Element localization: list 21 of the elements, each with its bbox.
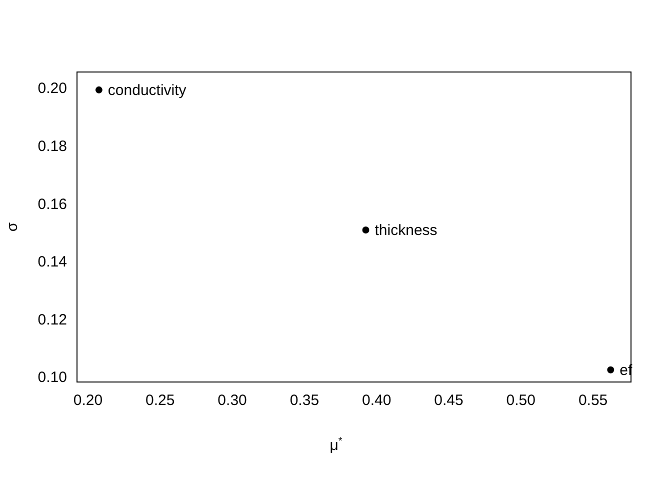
- annotation: thickness: [374, 222, 438, 240]
- y-tick-label: 0.20: [38, 80, 67, 98]
- x-tick-label: 0.40: [362, 392, 392, 410]
- y-tick-label: 0.16: [38, 196, 67, 213]
- x-axis-title: μ$^{*}$: [328, 436, 344, 454]
- x-tick-label: 0.30: [218, 392, 247, 410]
- x-tick-label: 0.55: [578, 392, 608, 410]
- point: [607, 366, 614, 374]
- y-tick-label: 0.14: [38, 254, 67, 271]
- point: [95, 86, 102, 94]
- x-tick-label: 0.35: [290, 392, 320, 410]
- y-axis-title: σ: [4, 222, 22, 232]
- y-tick-label: 0.18: [38, 138, 67, 155]
- x-tick-label: 0.45: [434, 392, 464, 410]
- point: [362, 226, 370, 234]
- y-tick-label: 0.10: [38, 369, 67, 386]
- y-tick-label: 0.12: [38, 311, 67, 328]
- annotation: conductivity: [108, 82, 187, 100]
- x-tick-label: 0.20: [73, 392, 103, 410]
- x-tick-label: 0.25: [146, 392, 175, 410]
- x-tick-label: 0.50: [506, 392, 536, 410]
